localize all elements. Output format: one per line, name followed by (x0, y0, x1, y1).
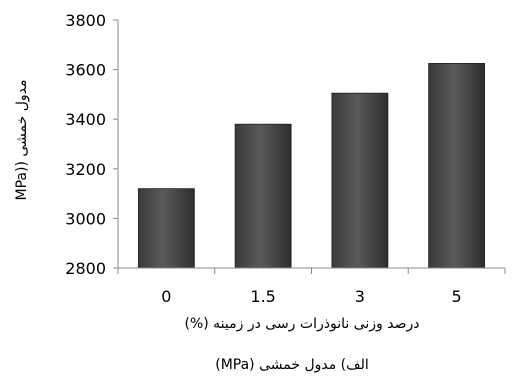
x-axis-ticks: 0 1.5 3 5 (117, 268, 506, 306)
x-axis-title: درصد وزنی نانوذرات رسی در زمینه (%) (185, 316, 420, 332)
y-tick-label: 3200 (65, 160, 106, 179)
y-axis-title: مدول خمشی ((MPa (14, 80, 30, 201)
bar-3 (331, 92, 389, 269)
y-tick-label: 2800 (65, 259, 106, 278)
bar-5 (428, 63, 486, 269)
x-tick-label: 3 (355, 287, 365, 306)
y-axis-ticks: 2800 3000 3200 3400 3600 3800 (65, 11, 118, 278)
x-tick-label: 5 (452, 287, 462, 306)
y-tick-label: 3800 (65, 11, 106, 30)
y-tick-label: 3000 (65, 209, 106, 228)
y-tick-label: 3400 (65, 110, 106, 129)
x-tick-label: 0 (161, 287, 171, 306)
bar-0 (137, 188, 195, 269)
figure-caption: الف) مدول خمشی (MPa) (215, 357, 369, 373)
bar-1.5 (234, 123, 292, 269)
bars (137, 63, 486, 269)
y-tick-label: 3600 (65, 61, 106, 80)
x-tick-label: 1.5 (250, 287, 275, 306)
